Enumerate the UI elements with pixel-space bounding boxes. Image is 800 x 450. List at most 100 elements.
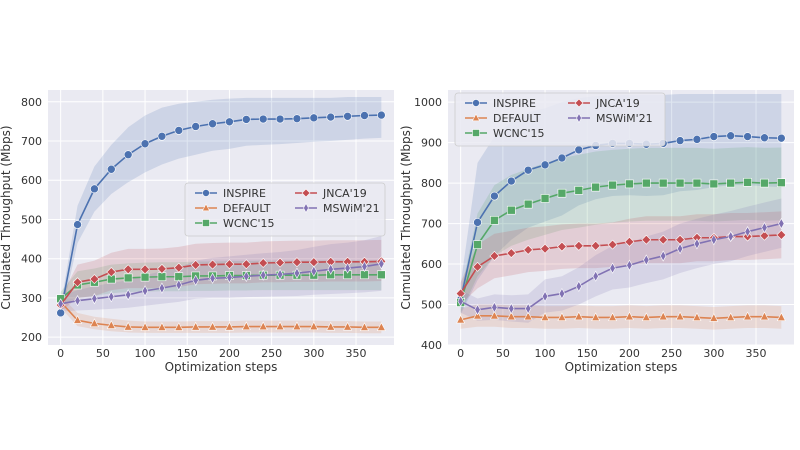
data-point — [658, 234, 669, 245]
data-point — [607, 239, 618, 250]
data-point — [360, 111, 369, 120]
legend-marker — [472, 99, 480, 107]
y-tick-label: 600 — [21, 174, 42, 187]
data-point — [158, 282, 166, 294]
data-point — [643, 254, 650, 266]
data-point — [243, 270, 250, 282]
data-point — [540, 194, 550, 203]
data-point — [608, 180, 617, 190]
data-point — [73, 220, 82, 229]
x-tick-label: 0 — [457, 347, 464, 360]
y-tick-label: 900 — [421, 137, 442, 150]
data-point — [207, 259, 218, 270]
data-point — [361, 260, 368, 273]
data-point — [359, 322, 369, 331]
data-point — [557, 188, 567, 198]
data-point — [743, 177, 752, 187]
data-point — [123, 273, 133, 283]
data-point — [292, 321, 302, 331]
data-point — [174, 126, 184, 135]
legend-marker — [301, 188, 311, 198]
y-tick-label: 400 — [21, 253, 42, 266]
data-point — [590, 240, 601, 251]
data-point — [241, 259, 252, 270]
data-point — [208, 321, 218, 331]
series-inspire — [56, 110, 386, 318]
legend-marker — [574, 98, 584, 108]
data-point — [523, 244, 534, 255]
data-point — [777, 133, 786, 143]
data-point — [759, 230, 770, 241]
data-point — [759, 311, 769, 321]
data-point — [523, 165, 533, 175]
data-point — [310, 265, 317, 277]
data-point — [675, 178, 685, 188]
y-tick-label: 800 — [421, 177, 442, 190]
data-point — [275, 114, 285, 124]
data-point — [625, 179, 634, 189]
series-default — [56, 296, 386, 331]
data-point — [760, 133, 769, 143]
data-point — [89, 274, 100, 285]
x-tick-label: 300 — [703, 347, 724, 360]
y-tick-label: 500 — [21, 213, 42, 226]
x-tick-label: 100 — [135, 347, 156, 360]
data-point — [224, 259, 235, 270]
y-tick-label: 1000 — [414, 96, 442, 109]
legend-label: JNCA'19 — [595, 97, 640, 110]
data-point — [660, 250, 667, 262]
data-point — [574, 145, 584, 155]
data-point — [743, 311, 753, 321]
data-point — [344, 262, 351, 274]
data-point — [123, 264, 134, 275]
data-point — [72, 277, 83, 288]
data-point — [242, 115, 251, 124]
data-point — [292, 257, 302, 268]
data-point — [658, 311, 668, 321]
x-tick-label: 150 — [577, 347, 598, 360]
data-point — [73, 315, 83, 324]
legend-label: INSPIRE — [223, 187, 266, 200]
legend-marker — [576, 112, 582, 124]
data-point — [140, 272, 150, 282]
data-point — [258, 321, 268, 331]
data-point — [693, 238, 701, 250]
data-point — [540, 312, 550, 321]
legend-marker — [202, 219, 210, 227]
data-point — [727, 230, 734, 243]
y-tick-label: 800 — [21, 96, 42, 109]
data-point — [675, 311, 685, 321]
y-tick-label: 500 — [421, 299, 442, 312]
data-point — [523, 311, 533, 321]
data-point — [275, 321, 285, 331]
data-point — [474, 304, 481, 316]
y-axis-label: Cumulated Throughput (Mbps) — [399, 125, 413, 309]
data-point — [208, 119, 217, 129]
data-point — [777, 178, 786, 187]
legend-box — [184, 182, 386, 237]
data-point — [626, 259, 633, 271]
data-point — [327, 263, 334, 275]
data-point — [123, 150, 133, 160]
y-tick-label: 700 — [21, 135, 42, 148]
data-point — [141, 285, 149, 297]
legend: INSPIRE DEFAULT JNCA'19 MSWiM'21 WCNC'15 — [184, 182, 386, 237]
x-tick-label: 150 — [177, 347, 198, 360]
legend-label: MSWiM'21 — [596, 112, 653, 125]
series-mswim-21 — [457, 217, 785, 316]
data-point — [489, 310, 499, 320]
data-point — [292, 114, 302, 123]
data-point — [591, 312, 601, 321]
data-point — [174, 322, 184, 331]
data-point — [276, 268, 284, 280]
data-point — [573, 240, 584, 251]
y-tick-label: 600 — [421, 258, 442, 271]
data-point — [490, 191, 499, 201]
series-jnca-19 — [55, 256, 387, 310]
legend-marker — [472, 129, 480, 137]
series-default — [456, 310, 786, 324]
x-tick-label: 350 — [346, 347, 367, 360]
data-point — [692, 178, 702, 188]
data-point — [225, 117, 234, 127]
legend-item: WCNC'15 — [195, 217, 275, 230]
